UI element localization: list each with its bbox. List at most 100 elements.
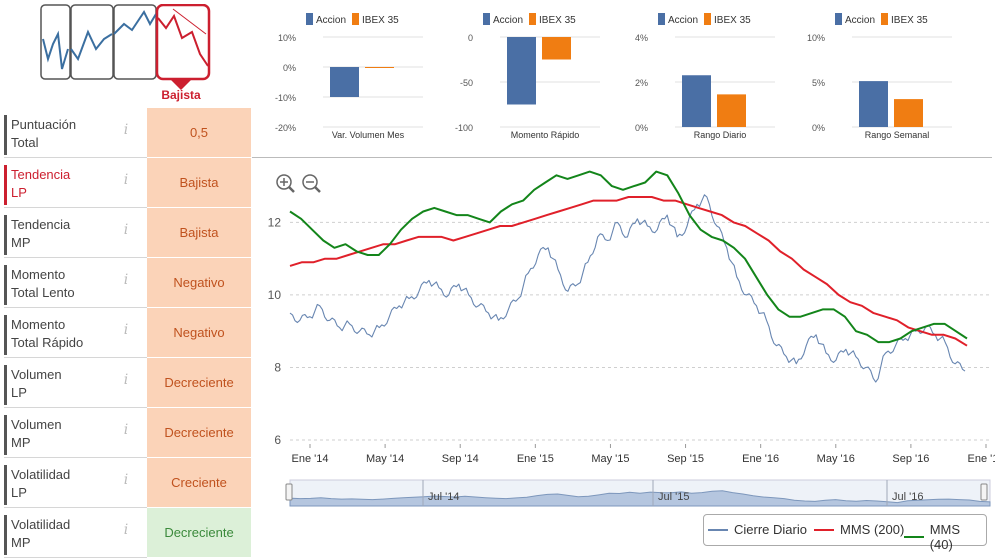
metric-indicator-bar <box>4 465 7 505</box>
bar-ibex[interactable] <box>542 37 571 60</box>
x-tick-label: May '16 <box>817 453 855 465</box>
trend-option-bullish[interactable] <box>113 4 157 80</box>
bar-accion[interactable] <box>330 67 359 97</box>
navigator[interactable]: Jul '14 Jul '15 Jul '16 <box>285 479 991 507</box>
legend-swatch <box>814 528 834 531</box>
bar-ibex[interactable] <box>365 67 394 68</box>
trend-option-sideways[interactable] <box>40 4 71 80</box>
metric-label: Momento Total Rápido <box>11 317 84 350</box>
y-tick-label: 10% <box>807 33 825 43</box>
x-tick-label: Ene '15 <box>517 453 554 465</box>
metric-indicator-bar <box>4 365 7 405</box>
metric-row[interactable]: Momento Total Rápido i Negativo <box>0 308 252 358</box>
row-divider <box>4 457 147 458</box>
series-line-mms-200-[interactable] <box>289 196 968 347</box>
y-tick-label: 0% <box>283 63 296 73</box>
info-icon[interactable]: i <box>123 522 129 538</box>
bar-ibex[interactable] <box>717 94 746 127</box>
metric-row[interactable]: Puntuación Total i 0,5 <box>0 108 252 158</box>
metric-value: 0,5 <box>147 108 251 158</box>
metric-value: Decreciente <box>147 508 251 558</box>
info-icon[interactable]: i <box>123 222 129 238</box>
y-tick-label: 10 <box>268 288 282 302</box>
legend-swatch <box>835 13 842 25</box>
bar-accion[interactable] <box>859 81 888 127</box>
info-icon[interactable]: i <box>123 472 129 488</box>
x-tick-label: Ene '16 <box>742 453 779 465</box>
legend-cierre-diario[interactable]: Cierre Diario <box>708 522 807 537</box>
mini-chart-legend: Accion IBEX 35 <box>483 13 576 26</box>
section-divider <box>252 157 992 158</box>
sideways-trend-icon <box>42 30 69 70</box>
mini-bar-chart: Accion IBEX 35 10% 5% 0% Rango Semanal <box>807 13 952 140</box>
mini-bar-chart: Accion IBEX 35 0 -50 -100 Momento Rápido <box>455 13 600 140</box>
metric-label: Tendencia MP <box>11 217 71 250</box>
price-chart[interactable]: 12 10 8 6 Ene '14 May '14 Sep '14 Ene '15 May '… <box>250 158 995 558</box>
series-line-cierre-diario[interactable] <box>289 194 966 383</box>
bearish-trend-icon <box>157 13 209 67</box>
trend-selector: Bajista <box>40 4 211 102</box>
legend-mms-200[interactable]: MMS (200) <box>814 522 904 537</box>
metric-indicator-bar <box>4 215 7 255</box>
row-divider <box>4 357 147 358</box>
legend-label: IBEX 35 <box>714 15 751 26</box>
metric-value: Negativo <box>147 258 251 308</box>
y-tick-label: -50 <box>460 78 473 88</box>
metric-row[interactable]: Momento Total Lento i Negativo <box>0 258 252 308</box>
info-icon[interactable]: i <box>123 422 129 438</box>
metric-row[interactable]: Volumen LP i Decreciente <box>0 358 252 408</box>
x-tick-label: Ene '17 <box>968 453 995 465</box>
legend-label: MMS (200) <box>840 522 905 537</box>
navigator-handle-left[interactable] <box>285 483 293 501</box>
metric-row[interactable]: Volatilidad MP i Decreciente <box>0 508 252 558</box>
series-line-mms-40-[interactable] <box>289 170 968 344</box>
info-icon[interactable]: i <box>123 322 129 338</box>
row-divider <box>4 507 147 508</box>
metric-row[interactable]: Tendencia MP i Bajista <box>0 208 252 258</box>
metric-row[interactable]: Tendencia LP i Bajista <box>0 158 252 208</box>
mini-bar-chart: Accion IBEX 35 10% 0% -10% -20% Var. Volumen M… <box>275 13 423 140</box>
legend-label: Accion <box>316 15 346 26</box>
bar-accion[interactable] <box>507 37 536 105</box>
bar-ibex[interactable] <box>894 99 923 127</box>
row-divider <box>4 307 147 308</box>
trend-option-bearish[interactable]: Bajista <box>155 4 211 102</box>
legend-swatch <box>483 13 490 25</box>
metric-value: Bajista <box>147 158 251 208</box>
navigator-series <box>289 490 991 507</box>
mini-bar-chart: Accion IBEX 35 4% 2% 0% Rango Diario <box>635 13 775 140</box>
info-icon[interactable]: i <box>123 372 129 388</box>
legend-mms-40[interactable]: MMS (40) <box>904 522 986 552</box>
mini-chart-legend: Accion IBEX 35 <box>306 13 399 26</box>
y-tick-label: -100 <box>455 123 473 133</box>
info-icon[interactable]: i <box>123 172 129 188</box>
metric-indicator-bar <box>4 265 7 305</box>
y-tick-label: 0% <box>812 123 825 133</box>
navigator-handle-right[interactable] <box>980 483 988 501</box>
legend-swatch <box>904 536 924 538</box>
metric-row[interactable]: Volumen MP i Decreciente <box>0 408 252 458</box>
zoom-in-button[interactable] <box>276 174 295 193</box>
metric-label: Volumen MP <box>11 417 62 450</box>
x-tick-label: May '14 <box>366 453 404 465</box>
y-tick-label: -10% <box>275 93 296 103</box>
trend-option-sideways-up[interactable] <box>70 4 114 80</box>
metric-row[interactable]: Volatilidad LP i Creciente <box>0 458 252 508</box>
metric-value: Creciente <box>147 458 251 508</box>
metric-indicator-bar <box>4 115 7 155</box>
chart-legend: Cierre Diario MMS (200) MMS (40) <box>703 514 987 552</box>
navigator-label: Jul '15 <box>658 491 689 503</box>
navigator-label: Jul '16 <box>892 491 923 503</box>
info-icon[interactable]: i <box>123 272 129 288</box>
y-tick-label: 6 <box>274 433 281 447</box>
bar-accion[interactable] <box>682 75 711 127</box>
bullish-trend-icon <box>113 10 157 35</box>
y-tick-label: 4% <box>635 33 648 43</box>
info-icon[interactable]: i <box>123 122 129 138</box>
legend-label: IBEX 35 <box>891 15 928 26</box>
row-divider <box>4 407 147 408</box>
metric-indicator-bar <box>4 415 7 455</box>
row-divider <box>4 257 147 258</box>
metric-label: Volumen LP <box>11 367 62 400</box>
zoom-out-button[interactable] <box>302 174 321 193</box>
